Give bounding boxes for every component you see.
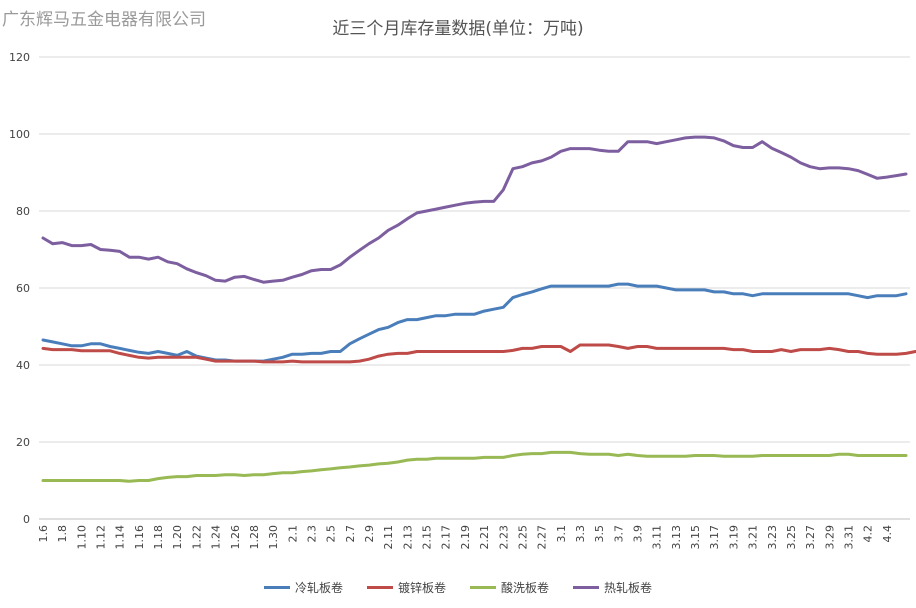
series-lines xyxy=(41,135,916,483)
legend-swatch xyxy=(573,586,600,589)
x-tick-label: 1.18 xyxy=(152,525,165,550)
watermark-text: 广东辉马五金电器有限公司 xyxy=(2,10,206,30)
x-tick-label: 2.17 xyxy=(440,525,453,550)
x-tick-label: 3.9 xyxy=(632,525,645,543)
y-tick-label: 120 xyxy=(9,51,30,64)
x-tick-label: 3.11 xyxy=(651,525,664,550)
legend-label: 酸洗板卷 xyxy=(501,581,550,595)
x-tick-label: 2.1 xyxy=(286,525,299,543)
x-tick-label: 2.11 xyxy=(382,525,395,550)
y-tick-label: 100 xyxy=(9,128,30,141)
x-tick-label: 3.17 xyxy=(708,525,721,550)
legend-item: 热轧板卷 xyxy=(573,579,652,596)
x-tick-label: 1.22 xyxy=(190,525,203,550)
legend-swatch xyxy=(470,586,496,589)
x-tick-label: 4.2 xyxy=(862,525,875,543)
x-tick-label: 1.28 xyxy=(248,525,261,550)
legend-item: 冷轧板卷 xyxy=(263,579,343,596)
legend-label: 镀锌板卷 xyxy=(397,581,446,595)
x-tick-label: 3.15 xyxy=(689,525,702,550)
gridlines xyxy=(39,56,910,520)
x-tick-label: 2.13 xyxy=(401,525,414,550)
y-axis: 0 20 40 60 80 100 120 xyxy=(9,51,30,526)
x-tick-label: 3.23 xyxy=(766,525,779,550)
legend-label: 冷轧板卷 xyxy=(294,581,343,595)
x-tick-label: 3.29 xyxy=(823,525,836,550)
x-axis: 1.6 1.8 1.10 1.12 1.14 1.16 1.18 1.20 1.22 1.24 1.… xyxy=(37,525,894,550)
x-tick-label: 1.20 xyxy=(171,525,184,550)
legend: 冷轧板卷 镀锌板卷 酸洗板卷 热轧板卷 xyxy=(0,578,916,596)
x-tick-label: 3.21 xyxy=(747,525,760,550)
legend-label: 热轧板卷 xyxy=(604,581,653,595)
x-tick-label: 1.12 xyxy=(95,525,108,550)
x-tick-label: 2.3 xyxy=(305,525,318,543)
x-tick-label: 2.23 xyxy=(497,525,510,550)
x-tick-label: 2.15 xyxy=(421,525,434,550)
x-tick-label: 2.21 xyxy=(478,525,491,550)
legend-item: 酸洗板卷 xyxy=(470,579,549,596)
legend-swatch xyxy=(366,586,393,589)
x-tick-label: 2.19 xyxy=(459,525,472,550)
x-tick-label: 3.3 xyxy=(574,525,587,543)
x-tick-label: 1.6 xyxy=(37,525,50,543)
x-tick-label: 2.7 xyxy=(344,525,357,543)
y-tick-label: 0 xyxy=(23,513,30,526)
x-tick-label: 3.31 xyxy=(842,525,855,550)
x-tick-label: 3.25 xyxy=(785,525,798,550)
x-tick-label: 1.30 xyxy=(267,525,280,550)
y-tick-label: 80 xyxy=(16,205,30,218)
x-tick-label: 1.26 xyxy=(229,525,242,550)
x-tick-label: 3.5 xyxy=(593,525,606,543)
x-tick-label: 3.19 xyxy=(727,525,740,550)
series-line-4 xyxy=(41,135,908,284)
x-tick-label: 4.4 xyxy=(881,525,894,543)
x-tick-label: 3.1 xyxy=(555,525,568,543)
x-tick-label: 2.5 xyxy=(325,525,338,543)
x-tick-label: 2.27 xyxy=(536,525,549,550)
y-tick-label: 20 xyxy=(16,436,30,449)
x-tick-label: 1.10 xyxy=(75,525,88,550)
x-tick-label: 1.14 xyxy=(114,525,127,550)
legend-swatch xyxy=(263,586,290,589)
x-tick-label: 3.7 xyxy=(612,525,625,543)
chart-title: 近三个月库存量数据(单位：万吨) xyxy=(332,19,584,39)
series-line-3 xyxy=(41,450,908,483)
x-tick-label: 1.24 xyxy=(210,525,223,550)
series-line-2 xyxy=(41,343,916,364)
x-tick-label: 3.13 xyxy=(670,525,683,550)
legend-item: 镀锌板卷 xyxy=(366,579,446,596)
x-tick-label: 1.16 xyxy=(133,525,146,550)
x-tick-label: 3.27 xyxy=(804,525,817,550)
y-tick-label: 40 xyxy=(16,359,30,372)
series-line-1 xyxy=(41,282,908,363)
x-tick-label: 2.9 xyxy=(363,525,376,543)
x-tick-label: 2.25 xyxy=(516,525,529,550)
x-tick-label: 1.8 xyxy=(56,525,69,543)
y-tick-label: 60 xyxy=(16,282,30,295)
